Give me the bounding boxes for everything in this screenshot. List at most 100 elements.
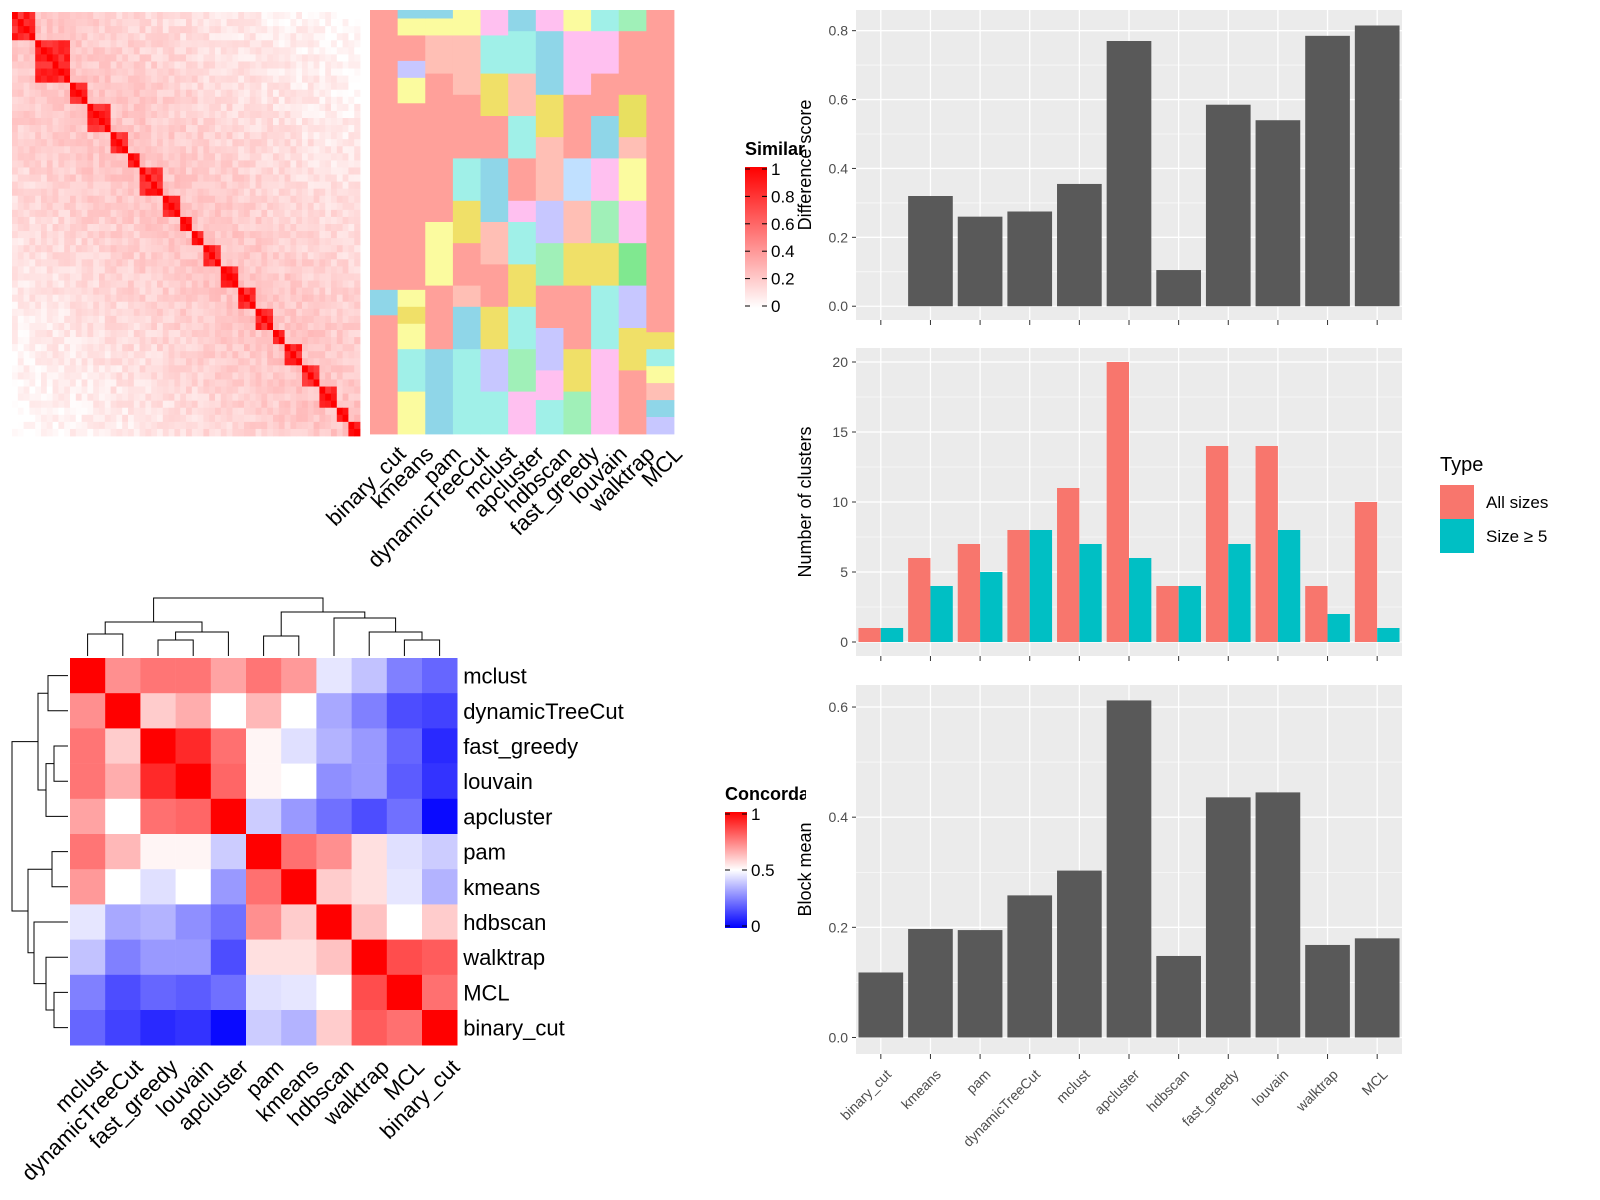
similarity-cell xyxy=(238,330,245,338)
similarity-cell xyxy=(215,231,222,239)
similarity-cell xyxy=(64,54,71,62)
similarity-cell xyxy=(342,308,349,317)
similarity-cell xyxy=(232,26,239,34)
similarity-cell xyxy=(93,287,100,296)
similarity-cell xyxy=(296,33,303,41)
similarity-cell xyxy=(273,407,280,416)
cluster-assignment-cell xyxy=(618,10,647,32)
similarity-cell xyxy=(220,294,227,303)
similarity-cell xyxy=(139,195,146,204)
similarity-cell xyxy=(41,125,48,133)
similarity-cell xyxy=(64,160,71,168)
concordance-cell xyxy=(210,974,247,1011)
similarity-cell xyxy=(29,188,36,197)
concordance-cell xyxy=(386,798,423,835)
similarity-cell xyxy=(255,202,262,211)
similarity-cell xyxy=(70,330,77,338)
concordance-cell xyxy=(140,658,176,694)
similarity-cell xyxy=(58,294,65,303)
similarity-cell xyxy=(157,125,164,133)
similarity-cell xyxy=(215,103,222,112)
similarity-cell xyxy=(46,308,53,317)
similarity-cell xyxy=(261,407,268,416)
similarity-cell xyxy=(104,372,111,380)
similarity-cell xyxy=(174,266,181,274)
similarity-cell xyxy=(307,245,314,253)
similarity-cell xyxy=(342,47,349,55)
similarity-cell xyxy=(220,181,227,190)
similarity-cell xyxy=(23,75,30,84)
similarity-cell xyxy=(267,209,274,218)
similarity-cell xyxy=(87,12,94,20)
concordance-cell xyxy=(386,728,423,764)
similarity-cell xyxy=(122,61,129,69)
similarity-cell xyxy=(220,146,227,154)
similarity-cell xyxy=(17,358,24,366)
similarity-cell xyxy=(215,26,222,34)
similarity-cell xyxy=(226,181,233,190)
similarity-cell xyxy=(342,273,349,281)
similarity-cell xyxy=(220,132,227,140)
similarity-cell xyxy=(290,294,297,303)
similarity-cell xyxy=(296,103,303,112)
similarity-cell xyxy=(70,209,77,218)
similarity-cell xyxy=(331,245,338,253)
similarity-cell xyxy=(348,287,355,296)
similarity-cell xyxy=(180,224,187,232)
similarity-cell xyxy=(75,209,82,218)
concordance-cell xyxy=(105,869,141,905)
similarity-cell xyxy=(17,89,24,98)
similarity-cell xyxy=(75,82,82,91)
cluster-assignment-cell xyxy=(563,349,592,392)
similarity-cell xyxy=(35,110,42,119)
similarity-cell xyxy=(104,414,111,423)
similarity-cell xyxy=(75,61,82,69)
y-tick-label: 0.0 xyxy=(829,298,849,314)
similarity-cell xyxy=(128,386,135,394)
similarity-cell xyxy=(41,386,48,394)
similarity-cell xyxy=(331,315,338,324)
cluster-assignment-cell xyxy=(425,10,454,19)
similarity-cell xyxy=(342,61,349,69)
similarity-cell xyxy=(186,322,193,331)
similarity-cell xyxy=(319,238,326,246)
similarity-cell xyxy=(267,407,274,416)
similarity-cell xyxy=(238,153,245,161)
similarity-cell xyxy=(255,61,262,69)
similarity-cell xyxy=(87,308,94,317)
similarity-cell xyxy=(278,301,285,310)
similarity-cell xyxy=(12,308,19,317)
similarity-cell xyxy=(331,61,338,69)
similarity-cell xyxy=(348,421,355,430)
similarity-cell xyxy=(325,103,332,112)
similarity-cell xyxy=(197,386,204,394)
similarity-cell xyxy=(41,118,48,126)
cluster-assignment-cell xyxy=(618,137,647,159)
similarity-cell xyxy=(46,351,53,359)
similarity-cell xyxy=(75,54,82,62)
similarity-cell xyxy=(52,167,59,175)
similarity-cell xyxy=(255,407,262,416)
similarity-cell xyxy=(70,47,77,55)
similarity-cell xyxy=(215,167,222,175)
similarity-cell xyxy=(302,379,309,387)
similarity-cell xyxy=(302,273,309,281)
similarity-cell xyxy=(87,61,94,69)
similarity-cell xyxy=(273,358,280,366)
similarity-cell xyxy=(255,125,262,133)
cluster-assignment-cell xyxy=(618,285,647,329)
similarity-cell xyxy=(104,322,111,331)
similarity-cell xyxy=(41,224,48,232)
similarity-cell xyxy=(249,54,256,62)
similarity-cell xyxy=(122,54,129,62)
similarity-cell xyxy=(302,231,309,239)
similarity-cell xyxy=(81,252,88,260)
similarity-cell xyxy=(46,110,53,119)
similarity-cell xyxy=(348,245,355,253)
similarity-cell xyxy=(278,82,285,91)
similarity-cell xyxy=(99,308,106,317)
concordance-row-label: kmeans xyxy=(463,875,540,900)
similarity-cell xyxy=(249,188,256,197)
similarity-cell xyxy=(157,146,164,154)
similarity-cell xyxy=(35,372,42,380)
